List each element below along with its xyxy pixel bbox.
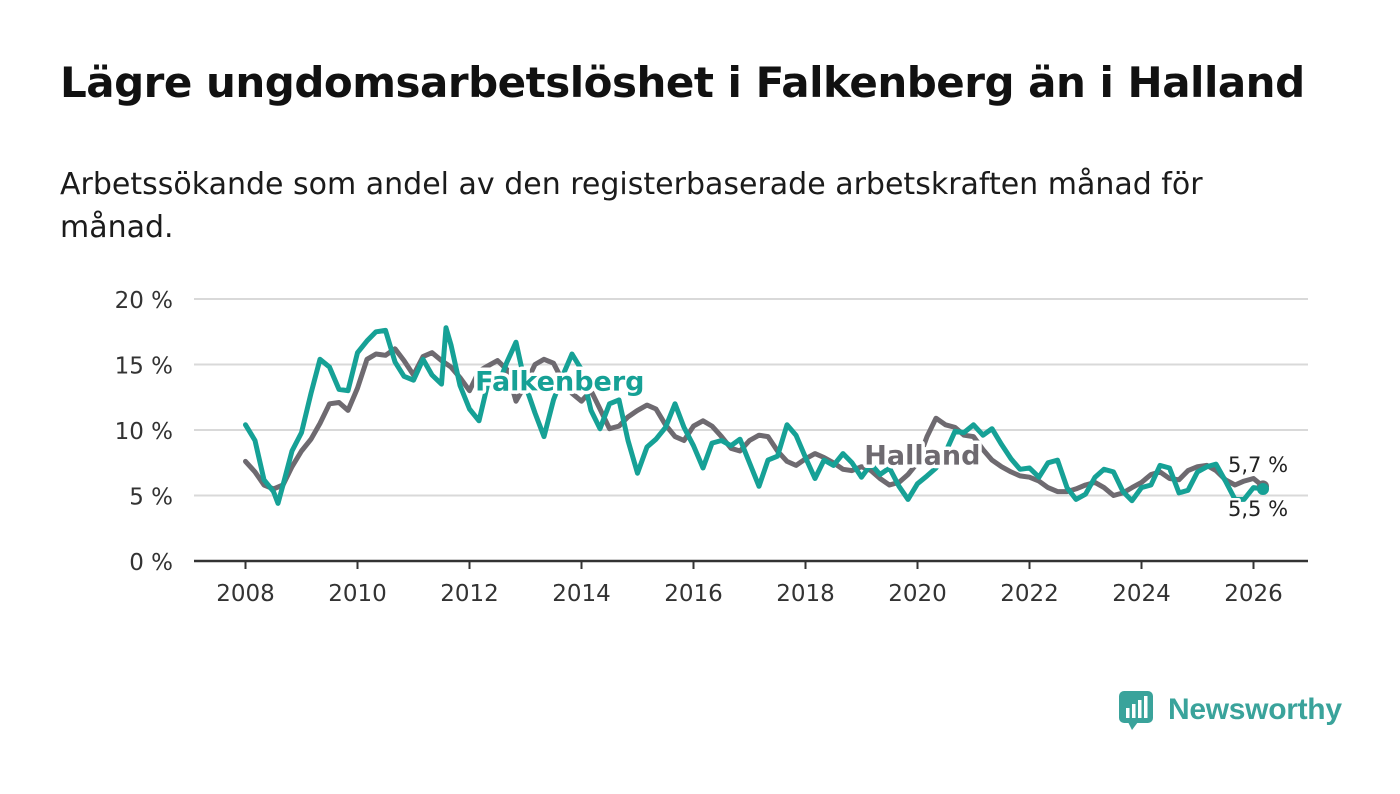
x-tick-label: 2010 xyxy=(328,581,387,607)
x-tick-label: 2012 xyxy=(440,581,499,607)
series-line-falkenberg xyxy=(243,325,1266,506)
x-tick-label: 2016 xyxy=(664,581,723,607)
x-tick-label: 2018 xyxy=(776,581,835,607)
chart-subtitle: Arbetssökande som andel av den registerb… xyxy=(60,167,1203,245)
end-label-falkenberg: 5,5 % xyxy=(1228,497,1288,521)
x-tick-label: 2008 xyxy=(216,581,275,607)
series-label-falkenberg-halo: Falkenberg xyxy=(475,367,644,398)
newsworthy-logo-text: Newsworthy xyxy=(1168,693,1342,726)
y-tick-label: 15 % xyxy=(115,354,173,380)
y-tick-label: 5 % xyxy=(129,485,173,511)
end-label-falkenberg-halo: 5,5 % xyxy=(1228,497,1288,521)
y-tick-label: 20 % xyxy=(115,288,173,314)
newsworthy-logo-icon xyxy=(1119,691,1153,730)
y-tick-label: 0 % xyxy=(129,550,173,576)
series-label-halland-halo: Halland xyxy=(864,441,980,472)
chart-title: Lägre ungdomsarbetslöshet i Falkenberg ä… xyxy=(60,58,1305,107)
x-tick-label: 2026 xyxy=(1224,581,1283,607)
series-label-halland: Halland xyxy=(864,441,980,472)
x-tick-label: 2022 xyxy=(1000,581,1059,607)
x-tick-label: 2014 xyxy=(552,581,611,607)
newsworthy-logo: Newsworthy xyxy=(1118,688,1342,732)
end-label-halland: 5,7 % xyxy=(1228,453,1288,477)
x-tick-label: 2020 xyxy=(888,581,947,607)
series-label-falkenberg: Falkenberg xyxy=(475,367,644,398)
x-tick-label: 2024 xyxy=(1112,581,1171,607)
series-endpoint-falkenberg xyxy=(1257,482,1270,495)
y-tick-label: 10 % xyxy=(115,419,173,445)
end-label-halland-halo: 5,7 % xyxy=(1228,453,1288,477)
